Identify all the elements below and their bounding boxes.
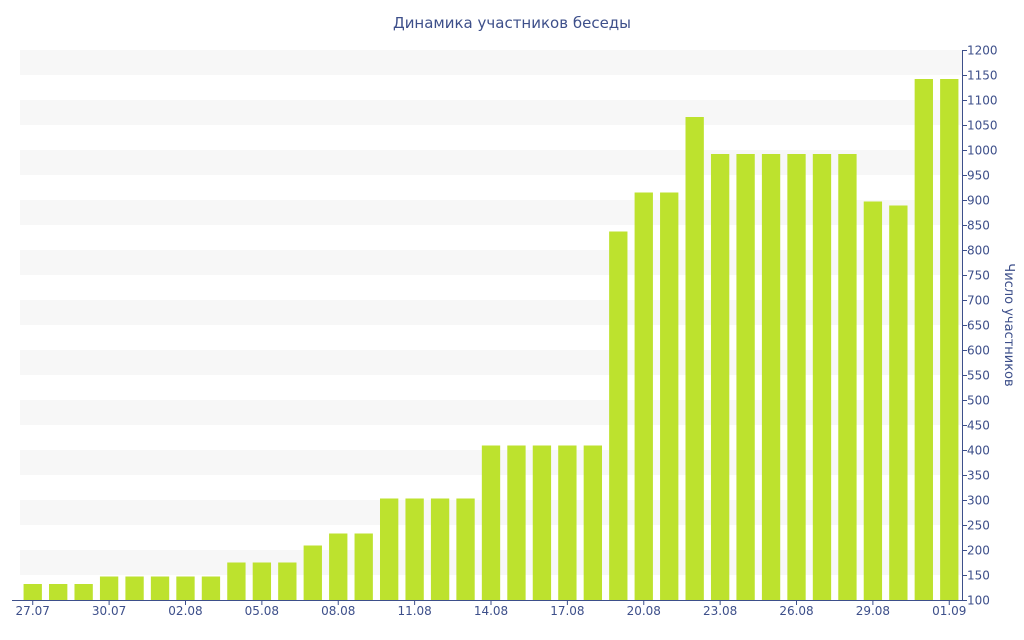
bar	[583, 445, 603, 600]
y-tick-label: 950	[967, 169, 990, 183]
y-tick-label: 650	[967, 319, 990, 333]
bar	[558, 445, 577, 600]
bar	[329, 533, 348, 600]
y-tick-label: 750	[967, 269, 990, 283]
bar	[354, 533, 373, 600]
x-tick-label: 20.08	[627, 604, 661, 618]
x-tick-label: 02.08	[168, 604, 202, 618]
y-tick-label: 300	[967, 494, 990, 508]
bar	[736, 154, 755, 600]
grid-band	[20, 50, 962, 75]
bar	[456, 498, 475, 600]
bar	[303, 545, 322, 600]
grid-band	[20, 100, 962, 125]
x-tick-label: 11.08	[397, 604, 431, 618]
x-axis-ticks: 27.07 30.07 02.08 05.08 08.08 11.08 14.08 17.08…	[16, 600, 966, 618]
x-tick-label: 01.09	[932, 604, 966, 618]
y-tick-label: 600	[967, 344, 990, 358]
bar	[23, 584, 42, 600]
y-tick-label: 100	[967, 594, 990, 608]
y-tick-label: 400	[967, 444, 990, 458]
y-tick-label: 550	[967, 369, 990, 383]
y-tick-label: 800	[967, 244, 990, 258]
y-tick-label: 500	[967, 394, 990, 408]
y-axis-ticks: 100 150 200 250 300 350 400 450 500 550 600 650 700 7…	[962, 44, 998, 608]
bar	[532, 445, 552, 600]
y-tick-label: 350	[967, 469, 990, 483]
bar	[227, 562, 246, 600]
bar	[940, 79, 959, 600]
y-tick-label: 450	[967, 419, 990, 433]
bar	[812, 154, 832, 600]
bar	[481, 445, 501, 600]
bar	[889, 205, 908, 600]
bar	[609, 231, 628, 600]
bar	[201, 576, 221, 600]
bar	[379, 498, 399, 600]
bar	[74, 584, 93, 600]
bars	[23, 79, 959, 600]
bar	[176, 576, 195, 600]
bar	[710, 154, 730, 600]
y-tick-label: 1200	[967, 44, 998, 58]
bar	[787, 154, 806, 600]
y-tick-label: 1100	[967, 94, 998, 108]
y-tick-label: 150	[967, 569, 990, 583]
y-tick-label: 1150	[967, 69, 998, 83]
bar	[150, 576, 170, 600]
bar	[761, 154, 781, 600]
bar	[99, 576, 119, 600]
y-tick-label: 200	[967, 544, 990, 558]
x-tick-label: 17.08	[550, 604, 584, 618]
bar	[49, 584, 68, 600]
x-tick-label: 26.08	[779, 604, 813, 618]
y-tick-label: 1000	[967, 144, 998, 158]
y-tick-label: 250	[967, 519, 990, 533]
chart-title: Динамика участников беседы	[393, 14, 631, 32]
bar	[252, 562, 272, 600]
bar	[430, 498, 450, 600]
x-tick-label: 14.08	[474, 604, 508, 618]
x-tick-label: 27.07	[16, 604, 50, 618]
y-tick-label: 850	[967, 219, 990, 233]
y-axis-title: Число участников	[1001, 263, 1016, 386]
bar	[685, 117, 704, 600]
x-tick-label: 30.07	[92, 604, 126, 618]
y-tick-label: 1050	[967, 119, 998, 133]
bar	[405, 498, 424, 600]
bar	[863, 201, 883, 600]
y-tick-label: 900	[967, 194, 990, 208]
y-tick-label: 700	[967, 294, 990, 308]
bar	[278, 562, 297, 600]
bar	[838, 154, 857, 600]
bar	[660, 192, 679, 600]
bar	[125, 576, 144, 600]
x-tick-label: 29.08	[856, 604, 890, 618]
bar	[914, 79, 933, 600]
x-tick-label: 08.08	[321, 604, 355, 618]
bar	[507, 445, 526, 600]
x-tick-label: 23.08	[703, 604, 737, 618]
bar	[634, 192, 653, 600]
x-tick-label: 05.08	[245, 604, 279, 618]
